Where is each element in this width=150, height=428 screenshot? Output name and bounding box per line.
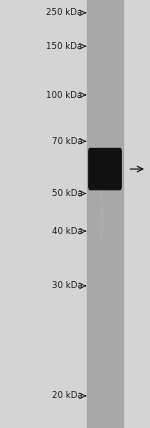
Text: 30 kDa: 30 kDa <box>52 281 83 291</box>
Text: 20 kDa: 20 kDa <box>52 391 83 401</box>
Text: 70 kDa: 70 kDa <box>52 137 83 146</box>
Text: 250 kDa: 250 kDa <box>46 8 82 18</box>
Text: 40 kDa: 40 kDa <box>52 226 83 236</box>
FancyBboxPatch shape <box>89 149 121 190</box>
Text: www.ptglab.com: www.ptglab.com <box>99 188 105 240</box>
Text: 50 kDa: 50 kDa <box>52 189 83 198</box>
Text: 150 kDa: 150 kDa <box>46 42 82 51</box>
Text: 100 kDa: 100 kDa <box>46 90 82 100</box>
Bar <box>87 0 123 428</box>
